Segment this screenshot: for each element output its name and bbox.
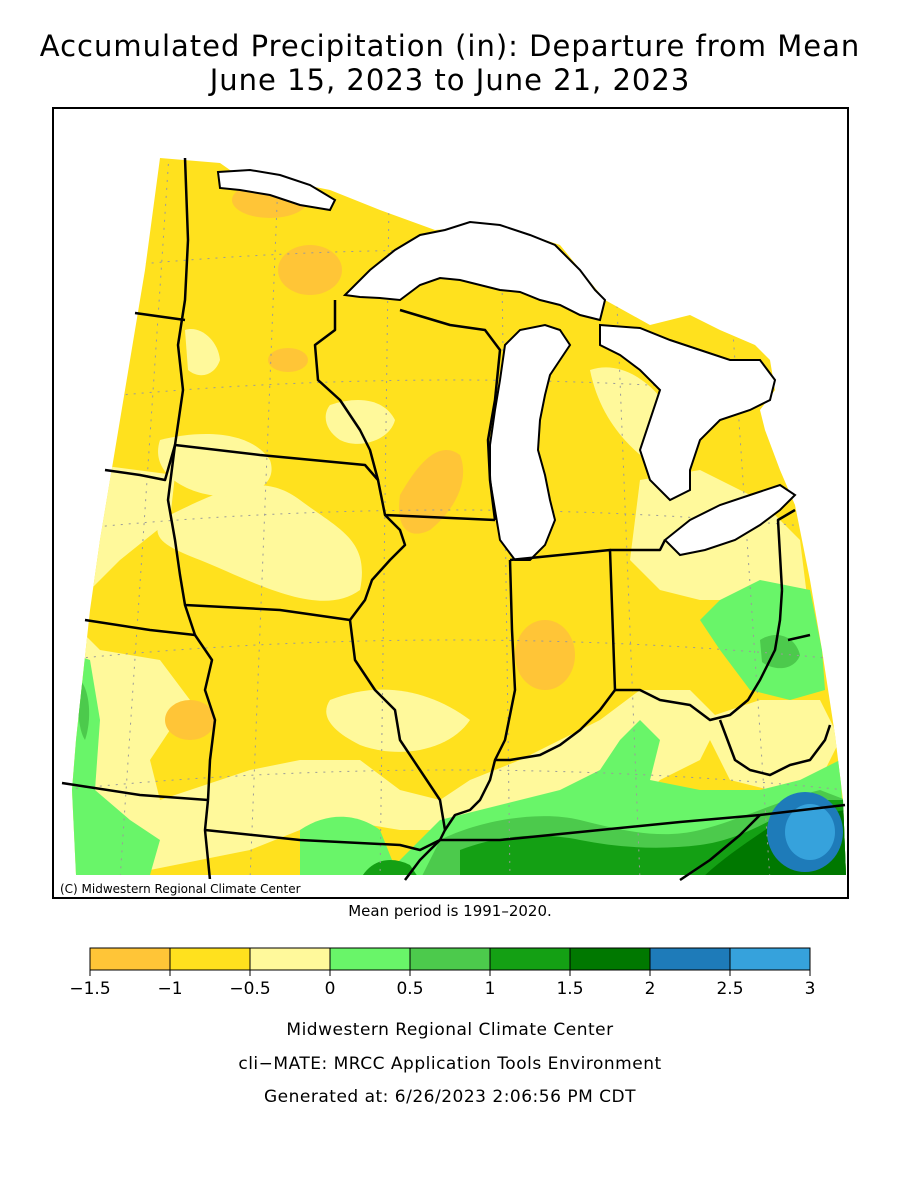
near-normal-area: [185, 329, 220, 376]
legend-tick-label: 1: [485, 979, 496, 999]
near-normal-area: [325, 400, 395, 444]
legend-tick-label: 2: [645, 979, 656, 999]
legend-swatch: [169, 947, 251, 971]
legend-swatch: [729, 947, 811, 971]
near-normal-area: [157, 485, 362, 601]
legend-swatch: [249, 947, 331, 971]
near-normal-area: [72, 610, 720, 875]
legend-swatch: [489, 947, 571, 971]
legend-swatch: [569, 947, 651, 971]
very-wet-region: [785, 804, 835, 860]
near-normal-area: [326, 689, 470, 752]
legend-tick-label: 2.5: [716, 979, 743, 999]
lake-erie: [663, 483, 797, 557]
legend-swatch: [329, 947, 411, 971]
near-normal-area: [700, 700, 840, 790]
copyright-text: (C) Midwestern Regional Climate Center: [60, 882, 301, 896]
color-legend: −1.5 −1 −0.5 0 0.5 1 1.5 2 2.5 3: [69, 947, 816, 999]
legend-swatch: [89, 947, 171, 971]
map-date-range: June 15, 2023 to June 21, 2023: [209, 63, 691, 97]
legend-swatch: [409, 947, 491, 971]
state-borders: [61, 157, 846, 882]
dry-patch: [268, 348, 308, 372]
dry-patch: [515, 620, 575, 690]
legend-tick-label: −0.5: [229, 979, 270, 999]
dry-patch: [278, 245, 342, 295]
footer-generated: Generated at: 6/26/2023 2:06:56 PM CDT: [264, 1087, 636, 1107]
canada-area: [216, 168, 337, 212]
lake-superior: [342, 220, 607, 322]
legend-swatch: [649, 947, 731, 971]
legend-tick-label: 0.5: [396, 979, 423, 999]
legend-tick-label: −1: [157, 979, 182, 999]
legend-tick-label: 3: [805, 979, 816, 999]
mean-period-note: Mean period is 1991–2020.: [348, 902, 552, 920]
footer-org: Midwestern Regional Climate Center: [286, 1020, 614, 1040]
dry-patch: [165, 700, 215, 740]
footer-tool: cli−MATE: MRCC Application Tools Environ…: [238, 1054, 662, 1074]
legend-tick-label: 0: [325, 979, 336, 999]
wet-region: [360, 860, 420, 875]
lake-huron: [599, 323, 777, 502]
legend-tick-label: 1.5: [556, 979, 583, 999]
copyright-box: [55, 879, 338, 897]
legend-tick-label: −1.5: [69, 979, 110, 999]
map-title: Accumulated Precipitation (in): Departur…: [39, 29, 861, 63]
near-normal-area: [158, 434, 272, 497]
dry-patch: [399, 449, 464, 534]
